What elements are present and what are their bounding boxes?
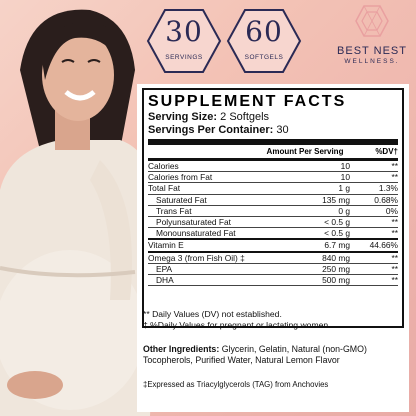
nutrient-amount: 10 <box>340 172 350 183</box>
facts-row: Calories from Fat 10 ** <box>148 172 398 184</box>
amount-header: Amount Per Serving <box>266 147 344 156</box>
servings-per-container: Servings Per Container: 30 <box>148 124 289 136</box>
hexagon-icon <box>146 9 222 73</box>
dv-header: %DV† <box>375 147 398 156</box>
nutrient-name: Total Fat <box>148 183 181 194</box>
nutrient-amount: 250 mg <box>322 263 350 274</box>
brand-tagline: WELLNESS. <box>344 58 400 65</box>
nutrient-dv: ** <box>391 228 398 239</box>
facts-title: SUPPLEMENT FACTS <box>148 93 347 110</box>
nutrient-amount: 500 mg <box>322 275 350 286</box>
nutrient-amount: 135 mg <box>322 194 350 205</box>
nutrient-name: Omega 3 (from Fish Oil) ‡ <box>148 252 245 263</box>
hexagon-icon <box>226 9 302 73</box>
nutrient-dv: ** <box>391 161 398 171</box>
facts-row: DHA 500 mg ** <box>148 275 398 287</box>
footnote: ‡Expressed as Triacylglycerols (TAG) fro… <box>143 380 329 389</box>
note-line: † %Daily Values for pregnant or lactatin… <box>143 320 329 330</box>
facts-row: Polyunsaturated Fat < 0.5 g ** <box>148 217 398 229</box>
softgels-badge: 60 SOFTGELS <box>226 8 302 74</box>
nutrient-dv: 44.66% <box>369 240 398 251</box>
nutrient-name: Calories <box>148 161 179 171</box>
nutrient-name: Saturated Fat <box>156 194 207 205</box>
label-panel: SUPPLEMENT FACTS Serving Size: 2 Softgel… <box>137 84 409 412</box>
facts-row: Vitamin E 6.7 mg 44.66% <box>148 240 398 253</box>
nutrient-name: Monounsaturated Fat <box>156 228 236 239</box>
nutrient-amount: 0 g <box>338 205 350 216</box>
nutrient-name: DHA <box>156 275 174 286</box>
other-ingredients: Other Ingredients: Glycerin, Gelatin, Na… <box>143 344 407 366</box>
serving-size: Serving Size: 2 Softgels <box>148 111 270 123</box>
nutrient-dv: 1.3% <box>378 183 398 194</box>
nutrient-dv: 0.68% <box>374 194 398 205</box>
supplement-facts-box: SUPPLEMENT FACTS Serving Size: 2 Softgel… <box>142 88 404 328</box>
nutrient-amount: 1 g <box>338 183 350 194</box>
nutrient-amount: < 0.5 g <box>324 217 350 228</box>
nutrient-name: Vitamin E <box>148 240 184 251</box>
facts-header: Amount Per Serving %DV† <box>148 145 398 161</box>
facts-row: Monounsaturated Fat < 0.5 g ** <box>148 228 398 241</box>
softgels-number: 60 <box>245 15 283 48</box>
brand-name: BEST NEST <box>337 45 407 57</box>
nutrient-name: Calories from Fat <box>148 172 213 183</box>
nutrient-dv: ** <box>391 275 398 286</box>
divider <box>148 139 398 145</box>
softgels-label: SOFTGELS <box>244 54 284 61</box>
servings-label: SERVINGS <box>165 54 203 61</box>
nutrient-amount: 10 <box>340 161 350 171</box>
brand-hexagon-icon <box>355 5 389 37</box>
servings-badge: 30 SERVINGS <box>146 8 222 74</box>
brand-logo: BEST NEST WELLNESS. <box>330 4 414 65</box>
facts-rows: Calories 10 ** Calories from Fat 10 ** Total F… <box>148 161 398 287</box>
servings-number: 30 <box>165 15 203 48</box>
nutrient-amount: 6.7 mg <box>324 240 350 251</box>
nutrient-dv: ** <box>391 172 398 183</box>
nutrient-amount: < 0.5 g <box>324 228 350 239</box>
facts-row: Saturated Fat 135 mg 0.68% <box>148 195 398 206</box>
nutrient-name: Polyunsaturated Fat <box>156 217 231 228</box>
facts-row: Omega 3 (from Fish Oil) ‡ 840 mg ** <box>148 253 398 264</box>
nutrient-name: EPA <box>156 263 173 274</box>
ingredients-text: Glycerin, Gelatin, Natural (non-GMO) Toc… <box>143 344 367 365</box>
nutrient-name: Trans Fat <box>156 205 192 216</box>
nutrient-dv: 0% <box>385 205 398 216</box>
facts-row: EPA 250 mg ** <box>148 263 398 276</box>
ingredients-label: Other Ingredients: <box>143 344 220 354</box>
facts-row: Trans Fat 0 g 0% <box>148 205 398 218</box>
note-line: ** Daily Values (DV) not established. <box>143 309 282 319</box>
nutrient-amount: 840 mg <box>322 252 350 263</box>
facts-row: Calories 10 ** <box>148 161 398 173</box>
nutrient-dv: ** <box>391 217 398 228</box>
nutrient-dv: ** <box>391 252 398 263</box>
nutrient-dv: ** <box>391 263 398 274</box>
facts-row: Total Fat 1 g 1.3% <box>148 183 398 195</box>
daily-value-notes: ** Daily Values (DV) not established. † … <box>143 309 405 331</box>
